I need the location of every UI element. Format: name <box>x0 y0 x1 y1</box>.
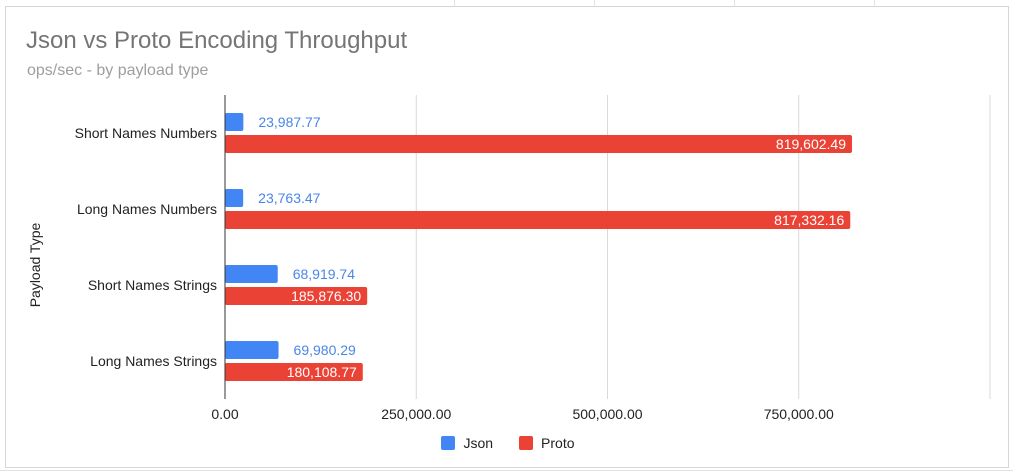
bar-json[interactable] <box>225 341 279 359</box>
category-label: Long Names Numbers <box>77 201 217 217</box>
category-label: Short Names Numbers <box>75 125 217 141</box>
bar-chart-plot: 23,987.77 819,602.49 23,763.47 817,332.16 68… <box>27 95 991 422</box>
x-tick-label: 250,000.00 <box>381 406 451 422</box>
bar-proto[interactable] <box>225 211 851 229</box>
bar-json[interactable] <box>225 113 244 131</box>
legend-label-json: Json <box>463 435 494 451</box>
bar-json[interactable] <box>225 189 244 207</box>
legend: Json Proto <box>6 435 1010 451</box>
data-label-json: 23,987.77 <box>258 114 320 130</box>
data-label-json: 69,980.29 <box>294 342 356 358</box>
bar-proto[interactable] <box>225 135 852 153</box>
legend-swatch-proto <box>519 436 534 450</box>
sheet-gridline <box>874 0 875 6</box>
data-label-proto: 180,108.77 <box>287 364 357 380</box>
sheet-gridline <box>454 0 455 6</box>
x-tick-label: 0.00 <box>211 406 238 422</box>
bar-json[interactable] <box>225 265 278 283</box>
data-labels: 23,987.77 819,602.49 23,763.47 817,332.16 68… <box>258 114 846 380</box>
chart-card[interactable]: Json vs Proto Encoding Throughput ops/se… <box>5 6 1009 468</box>
category-label: Long Names Strings <box>90 353 217 369</box>
data-label-proto: 185,876.30 <box>291 288 361 304</box>
data-label-json: 68,919.74 <box>293 266 355 282</box>
legend-swatch-json <box>441 436 456 450</box>
category-label: Short Names Strings <box>88 277 217 293</box>
bars <box>225 113 852 381</box>
data-label-proto: 817,332.16 <box>774 212 844 228</box>
axes: 0.00 250,000.00 500,000.00 750,000.00 Short … <box>75 95 834 422</box>
x-tick-label: 500,000.00 <box>572 406 642 422</box>
legend-item-json[interactable]: Json <box>441 435 493 451</box>
chart-title: Json vs Proto Encoding Throughput <box>26 27 408 54</box>
sheet-gridline <box>0 470 1013 471</box>
data-label-proto: 819,602.49 <box>776 136 846 152</box>
legend-item-proto[interactable]: Proto <box>519 435 575 451</box>
x-tick-label: 750,000.00 <box>764 406 834 422</box>
bar-proto[interactable] <box>225 287 368 305</box>
y-axis-label: Payload Type <box>27 223 43 308</box>
data-label-json: 23,763.47 <box>258 190 320 206</box>
legend-label-proto: Proto <box>541 435 575 451</box>
bar-proto[interactable] <box>225 363 363 381</box>
sheet-gridline <box>594 0 595 6</box>
chart-subtitle: ops/sec - by payload type <box>27 62 209 79</box>
sheet-gridline <box>734 0 735 6</box>
